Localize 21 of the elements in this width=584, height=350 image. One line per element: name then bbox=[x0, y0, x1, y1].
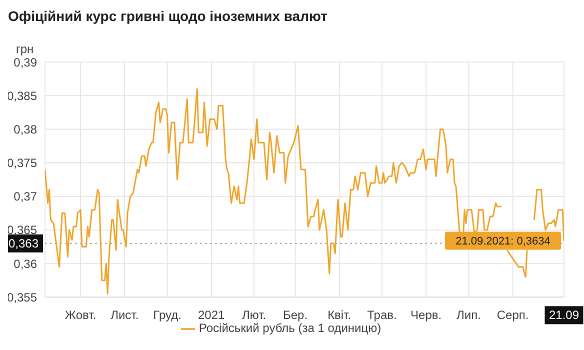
y-tick-label: 0,36 bbox=[14, 256, 38, 271]
x-tick-label: Груд. bbox=[153, 308, 182, 322]
x-tick-label: Трав. bbox=[367, 308, 397, 322]
x-tick-label: Жовт. bbox=[64, 308, 96, 322]
ref-line-label: 0,363 bbox=[8, 236, 39, 250]
x-tick-label: 21.09 bbox=[548, 308, 580, 322]
x-tick-label: Серп. bbox=[496, 308, 529, 322]
x-tick-label: Лист. bbox=[110, 308, 139, 322]
legend-label: Російський рубль (за 1 одиницю) bbox=[198, 321, 382, 336]
x-tick-label: Лип. bbox=[456, 308, 481, 322]
x-tick-label: Черв. bbox=[410, 308, 442, 322]
chart-title: Офіційний курс гривні щодо іноземних валют bbox=[8, 8, 328, 26]
annotation: 21.09.2021: 0,3634 bbox=[456, 236, 550, 248]
x-tick-label: Квіт. bbox=[328, 308, 352, 322]
x-tick-label: Бер. bbox=[282, 308, 308, 322]
y-axis-title: грн bbox=[16, 42, 34, 56]
y-tick-label: 0,38 bbox=[14, 122, 38, 136]
x-tick-label: Лют. bbox=[242, 308, 266, 322]
y-tick-label: 0,39 bbox=[14, 55, 38, 70]
y-tick-label: 0,37 bbox=[14, 190, 38, 204]
x-tick-label: 2021 bbox=[198, 308, 226, 322]
